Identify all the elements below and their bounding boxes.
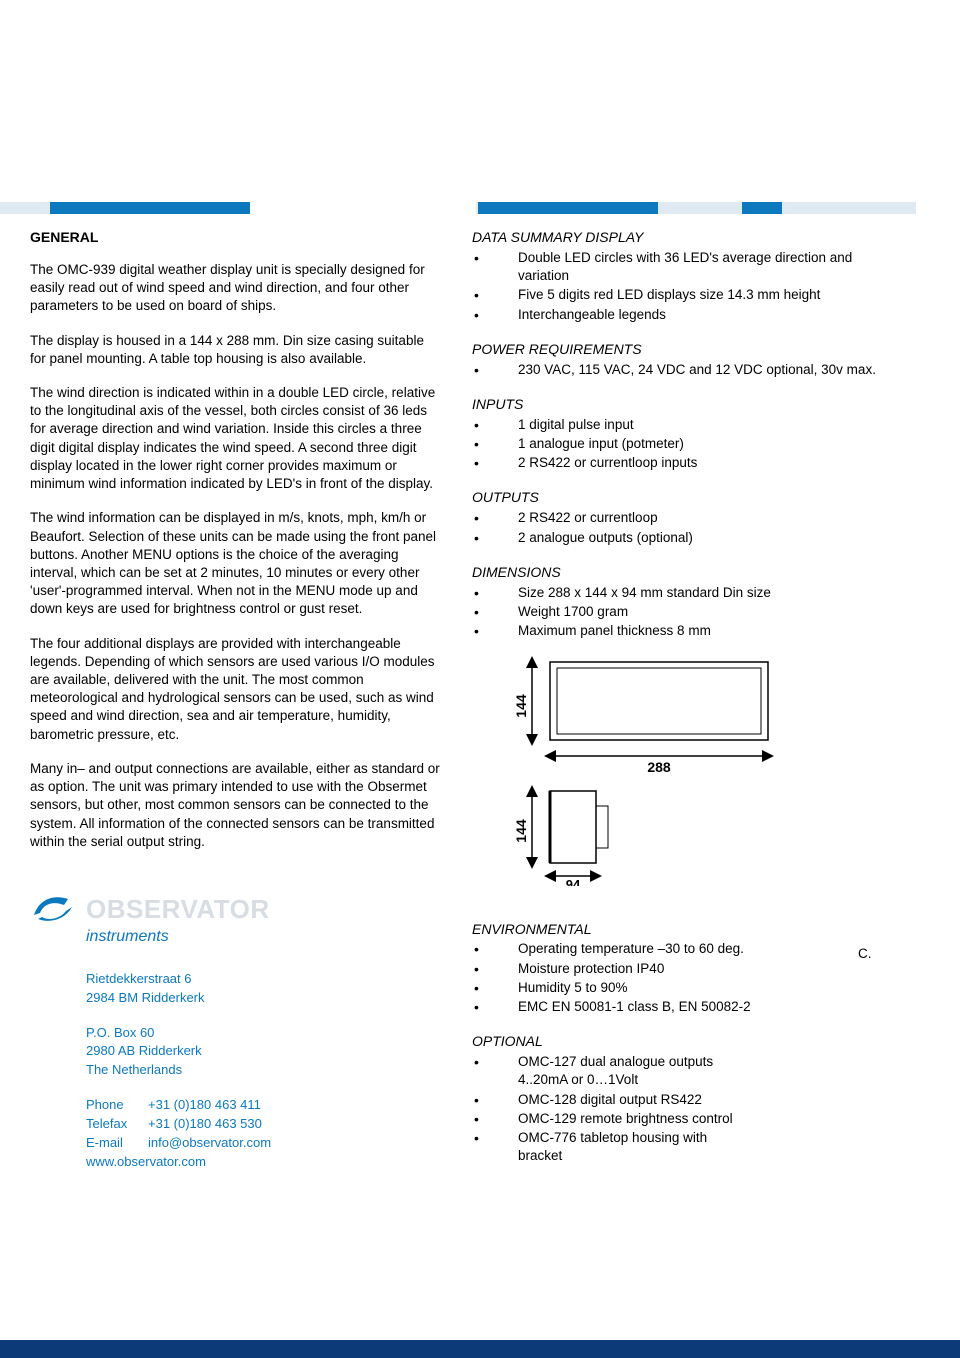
decor-tick-3 bbox=[742, 202, 782, 214]
spec-list: Size 288 x 144 x 94 mm standard Din size… bbox=[472, 584, 890, 641]
spec-item: Humidity 5 to 90% bbox=[472, 979, 890, 997]
spec-item: OMC-776 tabletop housing with bbox=[472, 1129, 890, 1147]
spec-item: Moisture protection IP40 bbox=[472, 960, 890, 978]
logo-row: OBSERVATOR bbox=[30, 889, 442, 930]
page-content: GENERAL The OMC-939 digital weather disp… bbox=[0, 228, 960, 1358]
fax-value: +31 (0)180 463 530 bbox=[148, 1115, 262, 1134]
decor-tick-2 bbox=[478, 202, 658, 214]
address-postal: P.O. Box 60 2980 AB Ridderkerk The Nethe… bbox=[86, 1024, 442, 1081]
spec-item: Double LED circles with 36 LED's average… bbox=[472, 249, 890, 285]
spec-list: 1 digital pulse input 1 analogue input (… bbox=[472, 416, 890, 473]
spec-item: 2 RS422 or currentloop bbox=[472, 509, 890, 527]
spec-list: 2 RS422 or currentloop 2 analogue output… bbox=[472, 509, 890, 546]
phone-value: +31 (0)180 463 411 bbox=[148, 1096, 261, 1115]
spec-item: Interchangeable legends bbox=[472, 306, 890, 324]
general-para: The display is housed in a 144 x 288 mm.… bbox=[30, 332, 442, 368]
general-heading: GENERAL bbox=[30, 228, 442, 247]
fax-row: Telefax +31 (0)180 463 530 bbox=[86, 1115, 442, 1134]
decor-tick-1 bbox=[50, 202, 250, 214]
phone-row: Phone +31 (0)180 463 411 bbox=[86, 1096, 442, 1115]
logo-subtext: instruments bbox=[86, 926, 442, 948]
spec-item: 2 RS422 or currentloop inputs bbox=[472, 454, 890, 472]
spec-item: Weight 1700 gram bbox=[472, 603, 890, 621]
observator-logo-icon bbox=[30, 889, 76, 930]
address-line: P.O. Box 60 bbox=[86, 1024, 442, 1043]
spec-heading: OUTPUTS bbox=[472, 488, 890, 507]
spec-heading: DATA SUMMARY DISPLAY bbox=[472, 228, 890, 247]
spec-list: Operating temperature –30 to 60 deg. Moi… bbox=[472, 940, 890, 1016]
general-para: The OMC-939 digital weather display unit… bbox=[30, 261, 442, 316]
right-column: DATA SUMMARY DISPLAY Double LED circles … bbox=[460, 228, 920, 1358]
spec-item-cont: bracket bbox=[472, 1147, 890, 1165]
spec-item: EMC EN 50081-1 class B, EN 50082-2 bbox=[472, 998, 890, 1016]
spec-list: 230 VAC, 115 VAC, 24 VDC and 12 VDC opti… bbox=[472, 361, 890, 379]
left-column: GENERAL The OMC-939 digital weather disp… bbox=[0, 228, 460, 1358]
spec-item: Five 5 digits red LED displays size 14.3… bbox=[472, 286, 890, 304]
email-row: E-mail info@observator.com bbox=[86, 1134, 442, 1153]
spec-list: OMC-127 dual analogue outputs 4..20mA or… bbox=[472, 1053, 890, 1165]
spec-item: OMC-128 digital output RS422 bbox=[472, 1091, 890, 1109]
address-line: 2984 BM Ridderkerk bbox=[86, 989, 442, 1008]
general-para: The four additional displays are provide… bbox=[30, 635, 442, 744]
phone-label: Phone bbox=[86, 1096, 148, 1115]
address-line: The Netherlands bbox=[86, 1061, 442, 1080]
general-para: The wind information can be displayed in… bbox=[30, 509, 442, 618]
contact-block: Rietdekkerstraat 6 2984 BM Ridderkerk P.… bbox=[86, 970, 442, 1172]
spec-list: Double LED circles with 36 LED's average… bbox=[472, 249, 890, 324]
general-para: Many in– and output connections are avai… bbox=[30, 760, 442, 851]
spec-item: 2 analogue outputs (optional) bbox=[472, 529, 890, 547]
spec-heading: INPUTS bbox=[472, 395, 890, 414]
dim-d-label: 94 bbox=[566, 877, 581, 886]
email-label: E-mail bbox=[86, 1134, 148, 1153]
spec-item: 1 digital pulse input bbox=[472, 416, 890, 434]
email-value: info@observator.com bbox=[148, 1134, 271, 1153]
spec-item-cont: 4..20mA or 0…1Volt bbox=[472, 1071, 890, 1089]
spec-heading: OPTIONAL bbox=[472, 1032, 890, 1051]
dimensions-diagram: 144 288 144 94 bbox=[502, 656, 890, 891]
spec-heading: POWER REQUIREMENTS bbox=[472, 340, 890, 359]
spec-item: Operating temperature –30 to 60 deg. bbox=[472, 940, 890, 958]
spec-item: 1 analogue input (potmeter) bbox=[472, 435, 890, 453]
spec-heading: ENVIRONMENTAL bbox=[472, 920, 890, 939]
dim-h2-label: 144 bbox=[513, 819, 529, 843]
header-decor bbox=[0, 202, 960, 214]
spec-item: OMC-127 dual analogue outputs bbox=[472, 1053, 890, 1071]
contact-details: Phone +31 (0)180 463 411 Telefax +31 (0)… bbox=[86, 1096, 442, 1171]
spec-item: Size 288 x 144 x 94 mm standard Din size bbox=[472, 584, 890, 602]
company-logo-block: OBSERVATOR instruments bbox=[30, 889, 442, 948]
spec-item: 230 VAC, 115 VAC, 24 VDC and 12 VDC opti… bbox=[472, 361, 890, 379]
address-line: 2980 AB Ridderkerk bbox=[86, 1042, 442, 1061]
logo-wordmark: OBSERVATOR bbox=[86, 892, 270, 927]
footer-bar bbox=[0, 1340, 960, 1358]
general-para: The wind direction is indicated within i… bbox=[30, 384, 442, 493]
spec-item: OMC-129 remote brightness control bbox=[472, 1110, 890, 1128]
spec-item: Maximum panel thickness 8 mm bbox=[472, 622, 890, 640]
dim-h-label: 144 bbox=[513, 694, 529, 718]
address-line: Rietdekkerstraat 6 bbox=[86, 970, 442, 989]
website-value: www.observator.com bbox=[86, 1153, 442, 1172]
address-visit: Rietdekkerstraat 6 2984 BM Ridderkerk bbox=[86, 970, 442, 1008]
env-unit-c: C. bbox=[858, 945, 872, 963]
dim-w-label: 288 bbox=[647, 759, 671, 775]
spec-heading: DIMENSIONS bbox=[472, 563, 890, 582]
fax-label: Telefax bbox=[86, 1115, 148, 1134]
